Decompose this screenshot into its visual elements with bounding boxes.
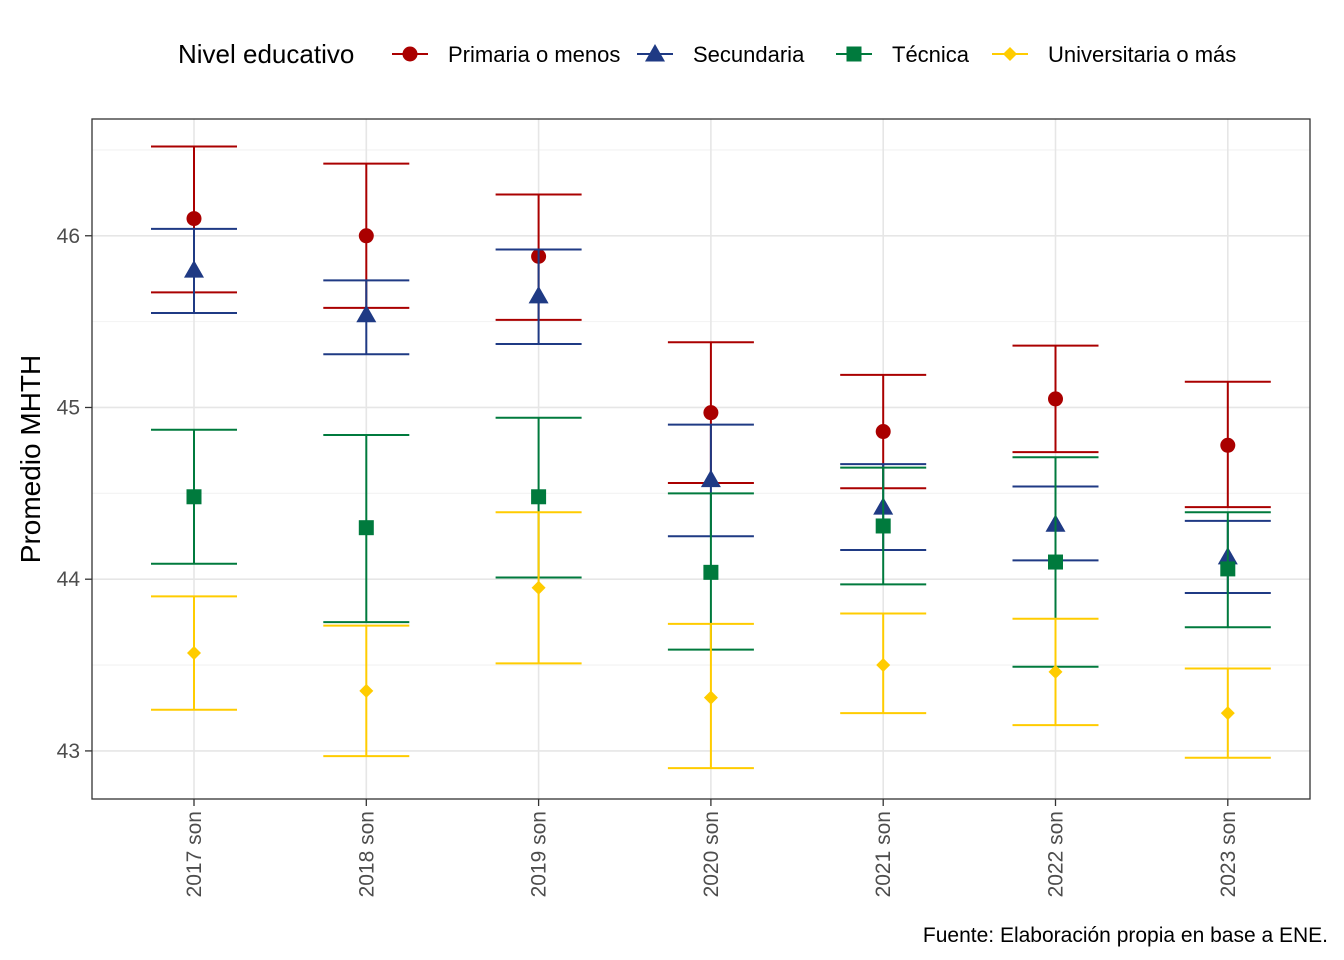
data-point-square bbox=[875, 518, 891, 534]
legend-key-diamond bbox=[1003, 47, 1017, 61]
legend-label: Universitaria o más bbox=[1048, 42, 1236, 67]
data-point-diamond bbox=[531, 580, 546, 595]
x-tick-label: 2020 son bbox=[700, 811, 723, 897]
x-tick-label: 2019 son bbox=[528, 811, 551, 897]
legend: Nivel educativo Primaria o menos Secundar… bbox=[178, 39, 1236, 69]
legend-key-triangle bbox=[645, 44, 665, 62]
data-point-triangle bbox=[528, 285, 549, 304]
data-point-diamond bbox=[359, 683, 374, 698]
x-tick-label: 2023 son bbox=[1217, 811, 1240, 897]
legend-item: Universitaria o más bbox=[992, 42, 1236, 67]
series-diamond bbox=[151, 511, 1271, 770]
x-axis: 2017 son 2018 son 2019 son 2020 son 2021 son… bbox=[183, 799, 1240, 897]
y-axis-title: Promedio MHTH bbox=[15, 355, 46, 563]
legend-title: Nivel educativo bbox=[178, 39, 354, 69]
data-point-circle bbox=[186, 211, 202, 227]
y-tick-label: 45 bbox=[57, 396, 80, 419]
legend-item: Técnica bbox=[836, 42, 970, 67]
data-point-diamond bbox=[703, 690, 718, 705]
plot-panel-background bbox=[92, 119, 1310, 799]
legend-key-square bbox=[846, 46, 862, 62]
data-point-square bbox=[358, 520, 374, 536]
legend-item: Primaria o menos bbox=[392, 42, 620, 67]
chart-caption: Fuente: Elaboración propia en base a ENE… bbox=[923, 924, 1328, 947]
data-point-diamond bbox=[1220, 706, 1235, 721]
series-square bbox=[151, 416, 1271, 668]
y-tick-label: 46 bbox=[57, 225, 80, 248]
series-layer bbox=[151, 145, 1271, 770]
data-point-square bbox=[531, 489, 547, 505]
legend-label: Primaria o menos bbox=[448, 42, 620, 67]
data-point-diamond bbox=[876, 658, 891, 673]
legend-key-circle bbox=[402, 46, 418, 62]
legend-item: Secundaria bbox=[637, 42, 805, 67]
data-point-square bbox=[1220, 561, 1236, 577]
data-point-circle bbox=[358, 228, 374, 244]
data-point-square bbox=[186, 489, 202, 505]
data-point-square bbox=[703, 564, 719, 580]
x-tick-label: 2018 son bbox=[355, 811, 378, 897]
x-tick-label: 2017 son bbox=[183, 811, 206, 897]
plot-panel-border bbox=[91, 118, 1311, 800]
y-tick-label: 44 bbox=[57, 568, 81, 591]
legend-items: Primaria o menos Secundaria Técnica Univers… bbox=[392, 42, 1236, 67]
data-point-triangle bbox=[356, 304, 377, 323]
x-tick-label: 2021 son bbox=[872, 811, 895, 897]
data-point-diamond bbox=[187, 646, 201, 661]
legend-label: Técnica bbox=[892, 42, 970, 67]
data-point-square bbox=[1048, 554, 1063, 570]
data-point-circle bbox=[1048, 391, 1063, 407]
data-point-triangle bbox=[184, 260, 204, 278]
data-point-diamond bbox=[1048, 664, 1063, 679]
y-tick-label: 43 bbox=[57, 740, 80, 763]
data-point-circle bbox=[703, 405, 719, 421]
y-axis: 43 44 45 46 bbox=[57, 225, 92, 763]
data-point-triangle bbox=[700, 469, 721, 488]
x-tick-label: 2022 son bbox=[1045, 811, 1068, 897]
data-point-circle bbox=[1220, 437, 1236, 453]
data-point-circle bbox=[875, 424, 891, 440]
legend-label: Secundaria bbox=[693, 42, 805, 67]
